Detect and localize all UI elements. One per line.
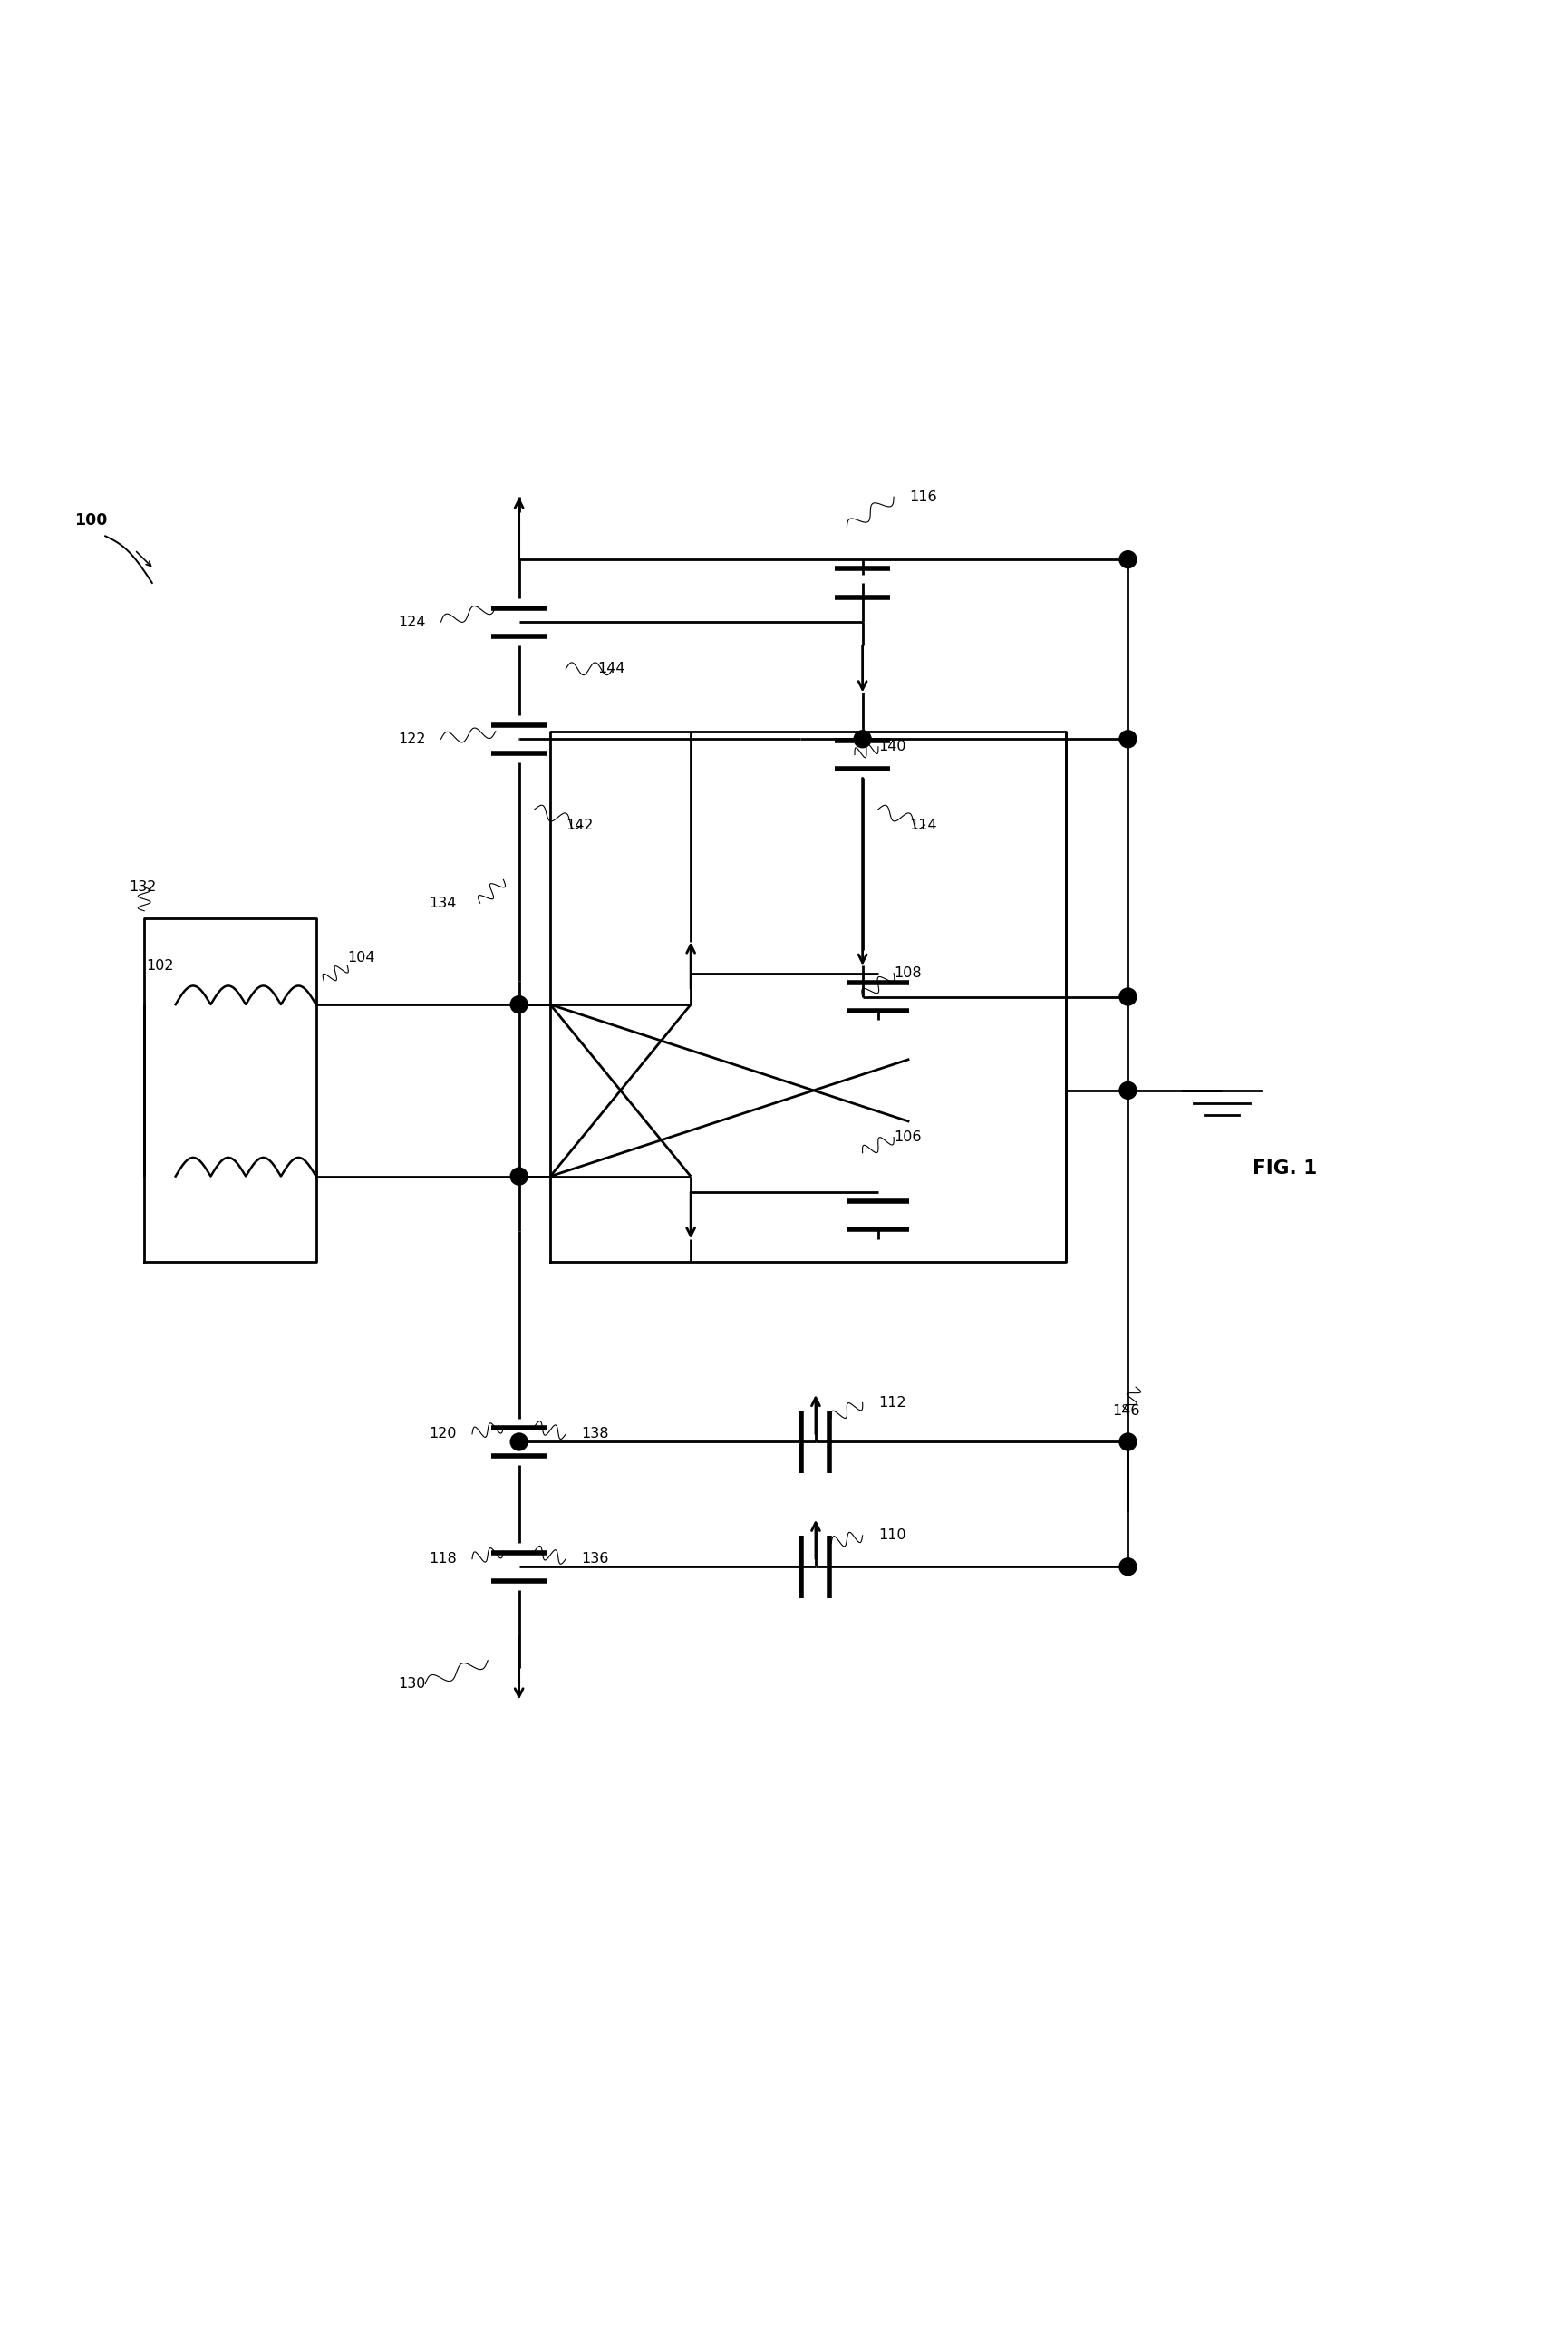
Circle shape — [853, 731, 870, 748]
Circle shape — [510, 1168, 527, 1185]
Text: 120: 120 — [428, 1428, 456, 1442]
Text: 116: 116 — [909, 491, 936, 505]
Text: 132: 132 — [129, 881, 157, 895]
Text: 104: 104 — [347, 951, 375, 965]
Text: 136: 136 — [582, 1552, 608, 1566]
Text: 106: 106 — [894, 1131, 920, 1145]
Circle shape — [1118, 1559, 1135, 1575]
Text: 144: 144 — [597, 661, 624, 675]
Text: 122: 122 — [397, 731, 425, 746]
Circle shape — [1118, 552, 1135, 568]
Circle shape — [1118, 731, 1135, 748]
Text: FIG. 1: FIG. 1 — [1253, 1159, 1317, 1178]
Text: 130: 130 — [398, 1678, 425, 1690]
Circle shape — [1118, 989, 1135, 1005]
Circle shape — [510, 1433, 527, 1451]
Text: 146: 146 — [1112, 1405, 1140, 1416]
Text: 114: 114 — [909, 818, 936, 832]
Text: 108: 108 — [894, 968, 920, 979]
Text: 140: 140 — [878, 741, 905, 753]
Text: 124: 124 — [397, 615, 425, 629]
Text: 134: 134 — [428, 895, 456, 909]
Circle shape — [510, 996, 527, 1014]
Text: 112: 112 — [878, 1395, 905, 1409]
Text: 102: 102 — [146, 958, 174, 972]
Circle shape — [1118, 1433, 1135, 1451]
Text: 138: 138 — [582, 1428, 608, 1442]
Circle shape — [1118, 1082, 1135, 1098]
Text: 100: 100 — [74, 512, 107, 528]
Text: 110: 110 — [878, 1528, 905, 1542]
Text: 142: 142 — [566, 818, 593, 832]
Text: 118: 118 — [428, 1552, 456, 1566]
